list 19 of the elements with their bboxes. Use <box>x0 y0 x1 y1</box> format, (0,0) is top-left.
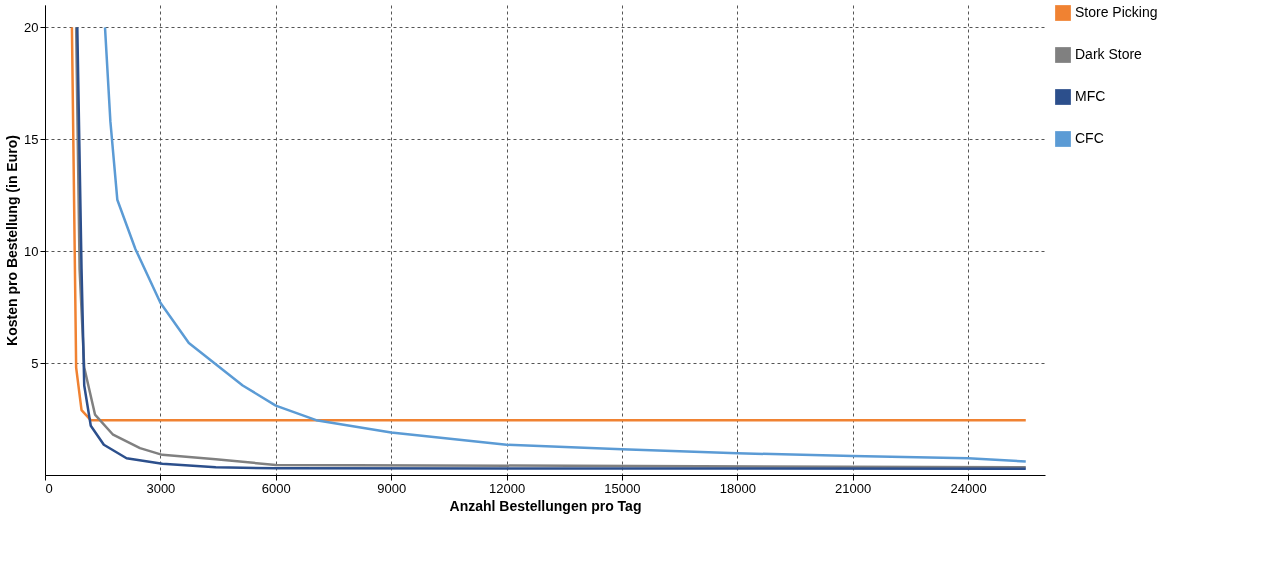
x-tick-label: 9000 <box>377 480 407 496</box>
y-tick-label: 10 <box>24 243 39 259</box>
legend-label: Store Picking <box>1075 4 1158 20</box>
y-tick-label: 15 <box>24 131 39 147</box>
y-tick-label: 5 <box>31 355 39 371</box>
legend-label: MFC <box>1075 88 1106 104</box>
y-tick-label: 20 <box>24 19 39 35</box>
x-tick-label: 18000 <box>719 480 756 496</box>
x-tick-label: 15000 <box>604 480 641 496</box>
legend-label: Dark Store <box>1075 46 1143 62</box>
y-axis-title: Kosten pro Bestellung (in Euro) <box>4 135 21 346</box>
x-tick-label: 3000 <box>146 480 176 496</box>
x-axis-title: Anzahl Bestellungen pro Tag <box>449 497 642 514</box>
x-tick-label: 6000 <box>261 480 291 496</box>
x-tick-label: 12000 <box>488 480 526 496</box>
x-tick-label: 0 <box>45 480 53 496</box>
x-tick-label: 21000 <box>835 480 872 496</box>
x-tick-label: 24000 <box>950 480 987 496</box>
legend-label: CFC <box>1075 130 1104 146</box>
